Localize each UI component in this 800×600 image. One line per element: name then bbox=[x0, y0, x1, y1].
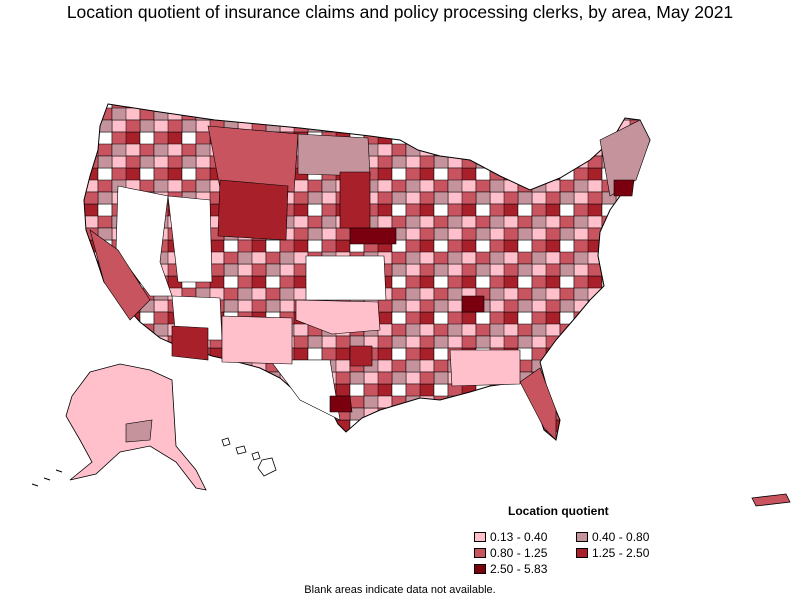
alaska-southcentral bbox=[125, 419, 153, 443]
arizona-south-region bbox=[171, 325, 209, 361]
legend-label: 2.50 - 5.83 bbox=[490, 562, 548, 576]
montana-region bbox=[207, 125, 299, 193]
legend-swatch bbox=[474, 564, 486, 574]
legend-label: 0.40 - 0.80 bbox=[592, 530, 650, 544]
legend-label: 0.13 - 0.40 bbox=[490, 530, 548, 544]
legend-swatch bbox=[576, 532, 588, 542]
nashville-region bbox=[461, 295, 485, 313]
legend-swatch bbox=[474, 548, 486, 558]
wyoming-region bbox=[217, 179, 289, 241]
legend-label: 0.80 - 1.25 bbox=[490, 546, 548, 560]
legend-item-3: 1.25 - 2.50 bbox=[576, 546, 649, 560]
footnote: Blank areas indicate data not available. bbox=[304, 584, 496, 596]
legend-item-2: 0.80 - 1.25 bbox=[474, 546, 547, 560]
legend-swatch bbox=[474, 532, 486, 542]
legend-item-1: 0.40 - 0.80 bbox=[576, 530, 649, 544]
legend-item-4: 2.50 - 5.83 bbox=[474, 562, 547, 576]
new-england-region bbox=[599, 119, 651, 197]
hawaii bbox=[221, 437, 277, 477]
legend-label: 1.25 - 2.50 bbox=[592, 546, 650, 560]
california-coast-region bbox=[89, 229, 151, 321]
west-texas-blank bbox=[269, 359, 341, 421]
legend-swatch bbox=[576, 548, 588, 558]
new-mexico-region bbox=[221, 315, 293, 365]
alaska-islands bbox=[31, 469, 63, 487]
legend-item-0: 0.13 - 0.40 bbox=[474, 530, 547, 544]
houston-region bbox=[329, 395, 353, 413]
legend-title: Location quotient bbox=[508, 504, 609, 518]
dallas-region bbox=[349, 345, 373, 367]
north-dakota-region bbox=[297, 133, 371, 177]
map-title: Location quotient of insurance claims an… bbox=[66, 2, 734, 22]
kansas-blank bbox=[305, 255, 387, 301]
florida-region bbox=[519, 367, 557, 441]
puerto-rico bbox=[751, 493, 791, 507]
minnesota-region bbox=[339, 171, 371, 229]
utah-blank bbox=[167, 195, 213, 283]
iowa-dark-region bbox=[349, 227, 397, 245]
oklahoma-region bbox=[295, 299, 381, 335]
south-georgia-region bbox=[449, 349, 521, 387]
connecticut-region bbox=[613, 179, 635, 197]
